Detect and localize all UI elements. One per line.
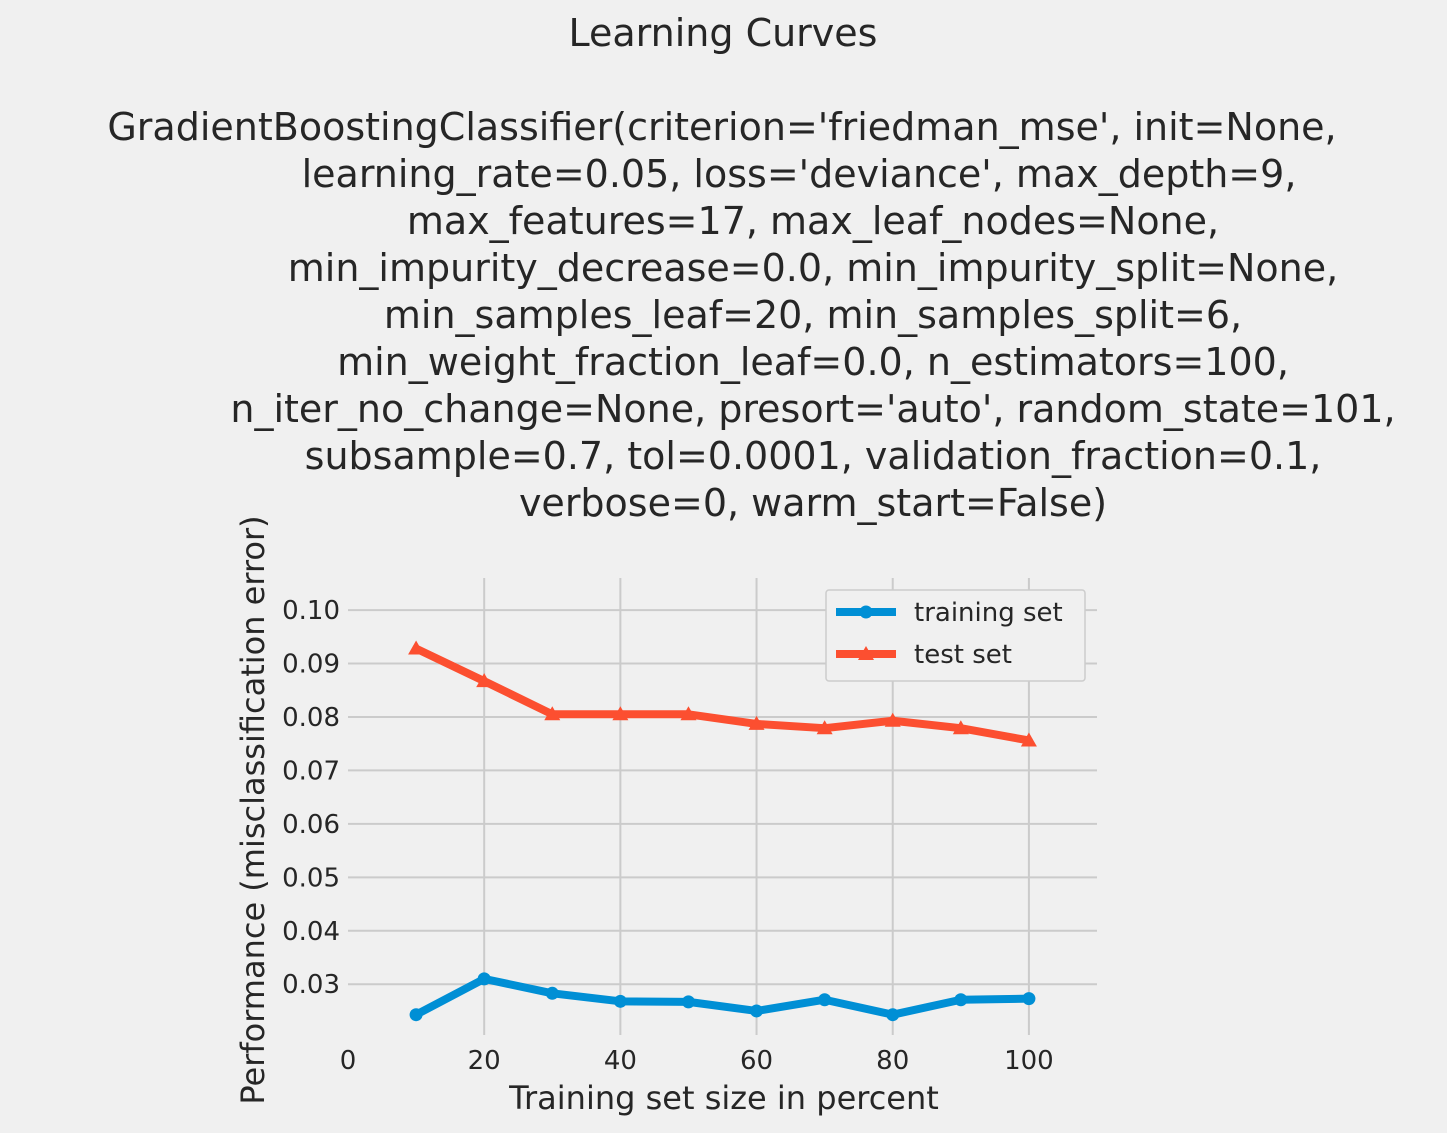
x-tick-label: 40 (604, 1046, 637, 1076)
test-set-point (476, 673, 493, 688)
y-tick-label: 0.08 (282, 703, 340, 733)
chart-subtitle-line: n_iter_no_change=None, presort='auto', r… (230, 387, 1396, 431)
test-set-point (408, 640, 425, 655)
chart-subtitle-line: verbose=0, warm_start=False) (518, 481, 1108, 525)
x-tick-label: 60 (740, 1046, 773, 1076)
chart-subtitle-line: max_features=17, max_leaf_nodes=None, (406, 199, 1220, 243)
training-set-point (477, 972, 491, 986)
chart-subtitle-line: learning_rate=0.05, loss='deviance', max… (301, 152, 1297, 196)
chart-subtitle-line: min_weight_fraction_leaf=0.0, n_estimato… (337, 340, 1289, 384)
y-tick-label: 0.04 (282, 917, 340, 947)
y-axis-label: Performance (misclassification error) (234, 515, 272, 1104)
training-set-point (886, 1008, 900, 1022)
y-tick-label: 0.09 (282, 650, 340, 680)
training-set-line (414, 974, 1029, 1019)
test-set-point (680, 706, 697, 721)
y-tick-label: 0.05 (282, 863, 340, 893)
test-set-point (612, 706, 629, 721)
test-set-point (816, 720, 833, 735)
test-set-point (1020, 732, 1037, 747)
training-set-point (954, 993, 968, 1007)
y-tick-label: 0.10 (282, 596, 340, 626)
test-set-point (952, 720, 969, 735)
test-set-point (544, 706, 561, 721)
test-set-point (748, 715, 765, 730)
x-tick-label: 0 (340, 1046, 357, 1076)
training-set-point (409, 1008, 423, 1022)
y-tick-label: 0.07 (282, 756, 340, 786)
legend-swatch-marker (859, 605, 873, 619)
chart-subtitle-line: subsample=0.7, tol=0.0001, validation_fr… (304, 434, 1322, 478)
y-tick-label: 0.03 (282, 970, 340, 1000)
x-tick-label: 20 (468, 1046, 501, 1076)
legend-label: training set (914, 598, 1063, 628)
title-block: Learning Curves GradientBoostingClassifie… (0, 0, 1447, 540)
chart-subtitle-line: min_samples_leaf=20, min_samples_split=6… (383, 293, 1243, 337)
x-tick-label: 100 (1004, 1046, 1054, 1076)
y-tick-label: 0.06 (282, 810, 340, 840)
legend-label: test set (914, 640, 1012, 670)
chart-title: Learning Curves (568, 11, 878, 55)
chart-subtitle-line: min_impurity_decrease=0.0, min_impurity_… (287, 246, 1339, 290)
training-set-point (1022, 992, 1036, 1006)
training-set-point (818, 993, 832, 1007)
legend-swatch-marker (858, 646, 874, 660)
test-set-point (884, 712, 901, 727)
chart-subtitle-line: GradientBoostingClassifier(criterion='fr… (107, 105, 1337, 149)
training-set-point (681, 995, 695, 1009)
test-set-line (414, 644, 1030, 745)
x-axis-label: Training set size in percent (508, 1079, 939, 1117)
training-set-point (750, 1004, 764, 1018)
training-set-point (545, 986, 559, 1000)
training-set-point (613, 994, 627, 1008)
x-tick-label: 80 (876, 1046, 909, 1076)
